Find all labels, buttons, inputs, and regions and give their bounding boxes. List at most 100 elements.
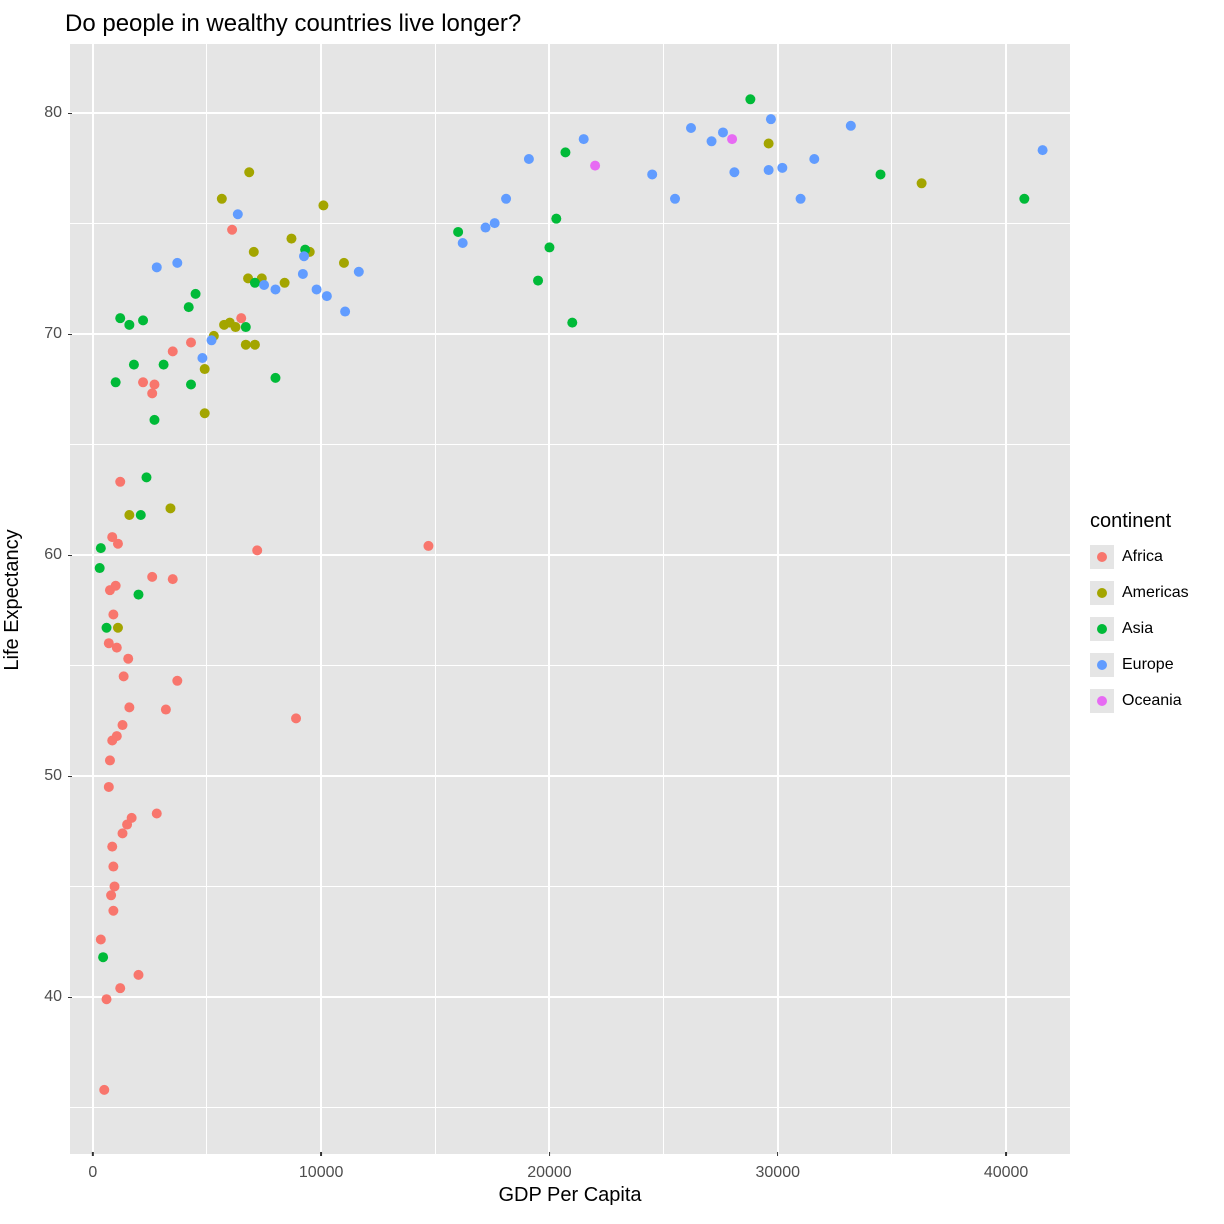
data-point [670, 194, 680, 204]
data-point [217, 194, 227, 204]
data-point [141, 472, 151, 482]
y-axis-label: Life Expectancy [1, 529, 24, 670]
data-point [107, 842, 117, 852]
data-point [544, 242, 554, 252]
data-point [138, 315, 148, 325]
data-point [138, 377, 148, 387]
data-point [423, 541, 433, 551]
data-point [917, 178, 927, 188]
data-point [147, 572, 157, 582]
data-point [106, 890, 116, 900]
data-point [809, 154, 819, 164]
data-point [123, 654, 133, 664]
data-point [99, 1085, 109, 1095]
data-point [115, 477, 125, 487]
legend-label: Asia [1122, 620, 1153, 638]
data-point [590, 161, 600, 171]
y-tick-label: 40 [30, 988, 66, 1006]
data-point [227, 225, 237, 235]
x-tick-label: 20000 [527, 1158, 572, 1182]
data-point [200, 364, 210, 374]
data-point [95, 563, 105, 573]
data-point [115, 313, 125, 323]
x-tick-label: 30000 [756, 1158, 801, 1182]
data-point [172, 258, 182, 268]
data-point [312, 284, 322, 294]
data-point [108, 906, 118, 916]
legend-item: Asia [1090, 617, 1189, 641]
data-point [280, 278, 290, 288]
data-point [551, 214, 561, 224]
y-tick-label: 50 [30, 767, 66, 785]
data-point [113, 623, 123, 633]
data-point [764, 139, 774, 149]
data-point [197, 353, 207, 363]
data-point [718, 127, 728, 137]
legend-dot-icon [1097, 588, 1107, 598]
data-point [647, 169, 657, 179]
y-tick-label: 60 [30, 546, 66, 564]
legend-swatch [1090, 653, 1114, 677]
data-point [533, 276, 543, 286]
x-tick-label: 10000 [299, 1158, 344, 1182]
legend-dot-icon [1097, 696, 1107, 706]
legend-swatch [1090, 689, 1114, 713]
data-point [207, 335, 217, 345]
data-point [105, 755, 115, 765]
data-point [108, 609, 118, 619]
data-point [111, 581, 121, 591]
data-point [191, 289, 201, 299]
data-point [172, 676, 182, 686]
data-point [98, 952, 108, 962]
data-point [186, 338, 196, 348]
data-point [110, 881, 120, 891]
data-point [119, 671, 129, 681]
data-point [147, 388, 157, 398]
data-point [168, 346, 178, 356]
data-point [298, 269, 308, 279]
data-point [318, 200, 328, 210]
data-point [339, 258, 349, 268]
x-tick-label: 40000 [984, 1158, 1029, 1182]
data-point [354, 267, 364, 277]
data-point [727, 134, 737, 144]
data-point [567, 318, 577, 328]
data-point [118, 828, 128, 838]
data-point [270, 284, 280, 294]
legend-swatch [1090, 581, 1114, 605]
data-point [490, 218, 500, 228]
data-point [796, 194, 806, 204]
data-point [107, 532, 117, 542]
data-point [524, 154, 534, 164]
data-point [149, 415, 159, 425]
legend-dot-icon [1097, 552, 1107, 562]
legend-item: Oceania [1090, 689, 1189, 713]
data-point [777, 163, 787, 173]
data-point [102, 994, 112, 1004]
data-point [250, 340, 260, 350]
data-point [252, 545, 262, 555]
data-point [291, 713, 301, 723]
data-point [104, 782, 114, 792]
legend-item: Europe [1090, 653, 1189, 677]
data-point [501, 194, 511, 204]
data-point [764, 165, 774, 175]
data-point [231, 322, 241, 332]
legend-label: Oceania [1122, 692, 1182, 710]
legend-label: Africa [1122, 548, 1163, 566]
data-point [729, 167, 739, 177]
data-point [458, 238, 468, 248]
legend-label: Europe [1122, 656, 1174, 674]
legend-dot-icon [1097, 624, 1107, 634]
data-point [152, 808, 162, 818]
x-tick-label: 0 [88, 1158, 97, 1182]
data-point [766, 114, 776, 124]
plot-panel [70, 44, 1070, 1154]
data-point [104, 638, 114, 648]
legend-label: Americas [1122, 584, 1189, 602]
data-point [340, 307, 350, 317]
data-point [133, 590, 143, 600]
data-point [124, 702, 134, 712]
data-point [241, 322, 251, 332]
data-point [481, 223, 491, 233]
